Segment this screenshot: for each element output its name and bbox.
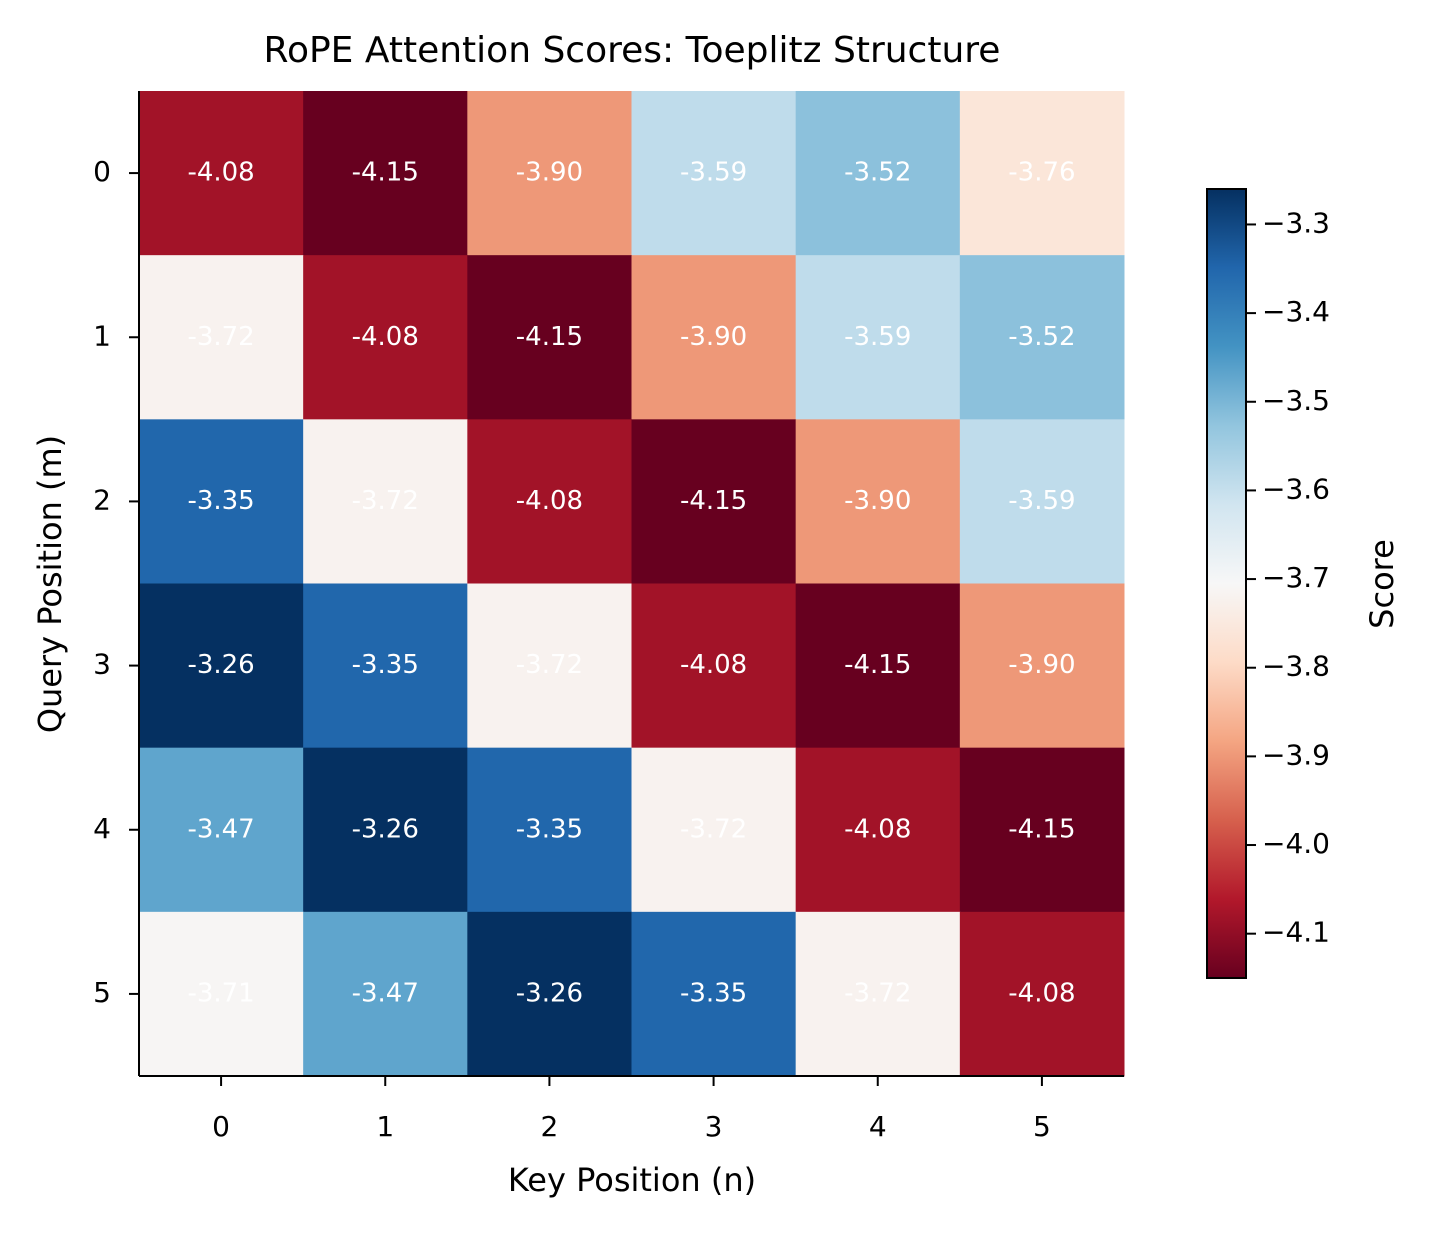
heatmap-cell [795, 419, 961, 584]
cell-label: -3.72 [680, 814, 747, 844]
cell-label: -3.47 [187, 814, 254, 844]
colorbar-tick-label: −3.9 [1262, 738, 1330, 771]
x-tick-label: 0 [212, 1110, 230, 1143]
cell-label: -3.35 [680, 978, 747, 1008]
cell-label: -4.08 [516, 486, 583, 516]
cell-label: -3.59 [1008, 486, 1075, 516]
cell-label: -4.15 [680, 486, 747, 516]
heatmap-cell [959, 255, 1125, 420]
cell-label: -3.72 [352, 486, 419, 516]
heatmap-cell [631, 255, 797, 420]
cell-label: -3.72 [187, 322, 254, 352]
heatmap-cell [631, 91, 797, 256]
colorbar-tick-label: −3.7 [1262, 561, 1330, 594]
heatmap-cell [139, 255, 304, 420]
heatmap-cell [795, 583, 961, 749]
heatmap-cell [795, 747, 961, 913]
cell-label: -4.15 [516, 322, 583, 352]
colorbar-tick-label: −3.5 [1262, 384, 1330, 417]
cell-label: -3.90 [1008, 650, 1075, 680]
heatmap-cell [303, 419, 468, 584]
y-tick-label: 2 [93, 483, 111, 516]
cell-label: -3.59 [844, 322, 911, 352]
colorbar-tick-label: −4.0 [1262, 827, 1330, 860]
heatmap-cell [467, 583, 632, 749]
cell-label: -4.15 [352, 158, 419, 188]
y-tick-label: 0 [93, 155, 111, 188]
cell-label: -3.52 [844, 158, 911, 188]
cell-label: -3.90 [844, 486, 911, 516]
heatmap-cell [631, 911, 797, 1077]
x-tick-label: 2 [541, 1110, 559, 1143]
heatmap-cell [303, 583, 468, 749]
y-tick-label: 3 [93, 648, 111, 681]
colorbar-tick-label: −4.1 [1262, 916, 1330, 949]
heatmap-cell [959, 747, 1125, 913]
cell-label: -3.35 [516, 814, 583, 844]
heatmap-cell [631, 583, 797, 749]
cell-label: -3.72 [516, 650, 583, 680]
cell-label: -3.59 [680, 158, 747, 188]
heatmap-cell [139, 91, 304, 256]
colorbar-tick-label: −3.6 [1262, 472, 1330, 505]
cell-label: -4.15 [844, 650, 911, 680]
heatmap-cell [959, 911, 1125, 1077]
heatmap-cell [795, 255, 961, 420]
cell-label: -3.47 [352, 978, 419, 1008]
heatmap-cell [303, 911, 468, 1077]
cell-label: -3.90 [680, 322, 747, 352]
cell-label: -4.08 [844, 814, 911, 844]
heatmap-cell [467, 419, 632, 584]
y-tick-label: 5 [93, 976, 111, 1009]
cell-label: -4.08 [352, 322, 419, 352]
heatmap-cell [631, 747, 797, 913]
cell-label: -3.90 [516, 158, 583, 188]
cell-label: -3.35 [352, 650, 419, 680]
heatmap-cell [139, 747, 304, 913]
heatmap-cell [631, 419, 797, 584]
x-tick-label: 5 [1033, 1110, 1051, 1143]
heatmap-cell [467, 91, 632, 256]
cell-label: -3.72 [844, 978, 911, 1008]
colorbar-tick-label: −3.3 [1262, 206, 1330, 239]
colorbar-label: Score [1363, 539, 1401, 629]
colorbar [1206, 188, 1247, 979]
heatmap-cell [303, 91, 468, 256]
heatmap-cell [795, 911, 961, 1077]
y-tick-label: 4 [93, 812, 111, 845]
cell-label: -3.52 [1008, 322, 1075, 352]
cell-label: -3.26 [187, 650, 254, 680]
heatmap-cell [303, 747, 468, 913]
x-tick-label: 1 [376, 1110, 394, 1143]
heatmap-cell [467, 747, 632, 913]
x-axis-label: Key Position (n) [508, 1161, 756, 1199]
x-tick-label: 4 [869, 1110, 887, 1143]
cell-label: -3.26 [516, 978, 583, 1008]
cell-label: -4.15 [1008, 814, 1075, 844]
heatmap-cell [139, 419, 304, 584]
cell-label: -3.35 [187, 486, 254, 516]
colorbar-tick-label: −3.4 [1262, 295, 1330, 328]
y-tick-label: 1 [93, 319, 111, 352]
heatmap-cell [959, 583, 1125, 749]
colorbar-tick-label: −3.8 [1262, 650, 1330, 683]
cell-label: -4.08 [187, 158, 254, 188]
y-axis-label: Query Position (m) [31, 435, 69, 733]
cell-label: -3.26 [352, 814, 419, 844]
heatmap-cell [139, 911, 304, 1077]
heatmap-cell [303, 255, 468, 420]
heatmap-cell [959, 91, 1125, 256]
cell-label: -4.08 [1008, 978, 1075, 1008]
heatmap-cell [467, 255, 632, 420]
chart-title: RoPE Attention Scores: Toeplitz Structur… [264, 30, 1001, 71]
heatmap-cell [467, 911, 632, 1077]
cell-label: -3.76 [1008, 158, 1075, 188]
x-tick-label: 3 [705, 1110, 723, 1143]
heatmap-cell [959, 419, 1125, 584]
heatmap-cell [795, 91, 961, 256]
heatmap-cell [139, 583, 304, 749]
cell-label: -3.71 [187, 978, 254, 1008]
cell-label: -4.08 [680, 650, 747, 680]
